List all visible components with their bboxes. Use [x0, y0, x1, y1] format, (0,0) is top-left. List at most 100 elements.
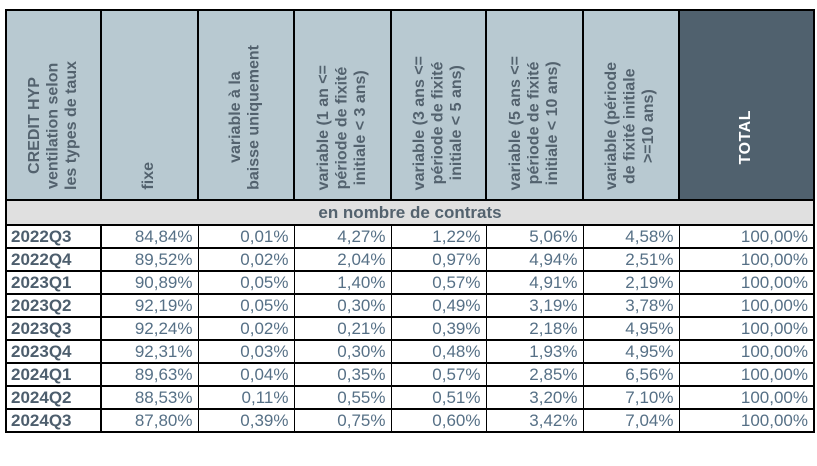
row-label: 2023Q3	[5, 316, 102, 341]
cell-fixe: 89,52%	[100, 247, 199, 272]
cell-variable-3-5: 0,57%	[390, 270, 487, 295]
cell-variable-5-10: 2,85%	[485, 362, 584, 387]
cell-variable-baisse: 0,05%	[197, 270, 295, 295]
cell-variable-5-10: 2,18%	[485, 316, 584, 341]
cell-variable-ge10: 7,04%	[582, 408, 680, 433]
cell-total: 100,00%	[678, 293, 815, 318]
header-row: CREDIT HYP ventilation selon les types d…	[5, 9, 815, 201]
cell-fixe: 92,24%	[100, 316, 199, 341]
cell-variable-1-3: 2,04%	[293, 247, 392, 272]
cell-fixe: 84,84%	[100, 224, 199, 249]
cell-variable-baisse: 0,11%	[197, 385, 295, 410]
cell-variable-1-3: 0,75%	[293, 408, 392, 433]
cell-fixe: 89,63%	[100, 362, 199, 387]
col-header-variable-baisse: variable à la baisse uniquement	[197, 9, 295, 201]
col-header-fixe: fixe	[100, 9, 199, 201]
cell-variable-baisse: 0,05%	[197, 293, 295, 318]
cell-variable-5-10: 4,91%	[485, 270, 584, 295]
cell-variable-3-5: 0,97%	[390, 247, 487, 272]
table-row: 2024Q2 88,53% 0,11% 0,55% 0,51% 3,20% 7,…	[5, 385, 815, 410]
cell-variable-5-10: 4,94%	[485, 247, 584, 272]
cell-variable-5-10: 3,42%	[485, 408, 584, 433]
cell-variable-3-5: 0,57%	[390, 362, 487, 387]
section-header: en nombre de contrats	[5, 199, 815, 226]
col-header-fixe-label: fixe	[140, 162, 158, 190]
cell-variable-1-3: 0,30%	[293, 293, 392, 318]
cell-variable-ge10: 7,10%	[582, 385, 680, 410]
cell-fixe: 88,53%	[100, 385, 199, 410]
cell-variable-baisse: 0,02%	[197, 316, 295, 341]
cell-variable-5-10: 5,06%	[485, 224, 584, 249]
cell-variable-3-5: 1,22%	[390, 224, 487, 249]
corner-header-label: CREDIT HYP ventilation selon les types d…	[25, 61, 80, 190]
cell-variable-ge10: 2,51%	[582, 247, 680, 272]
row-label: 2024Q3	[5, 408, 102, 433]
cell-variable-ge10: 4,58%	[582, 224, 680, 249]
cell-fixe: 92,19%	[100, 293, 199, 318]
col-header-variable-3-5-label: variable (3 ans <= période de fixité ini…	[410, 55, 465, 190]
cell-variable-3-5: 0,51%	[390, 385, 487, 410]
cell-variable-ge10: 4,95%	[582, 339, 680, 364]
col-header-variable-5-10: variable (5 ans <= période de fixité ini…	[485, 9, 584, 201]
row-label: 2022Q4	[5, 247, 102, 272]
cell-fixe: 92,31%	[100, 339, 199, 364]
col-header-total: TOTAL	[678, 9, 815, 201]
cell-variable-ge10: 2,19%	[582, 270, 680, 295]
col-header-variable-1-3: variable (1 an <= période de fixité init…	[293, 9, 392, 201]
cell-variable-baisse: 0,01%	[197, 224, 295, 249]
cell-variable-1-3: 4,27%	[293, 224, 392, 249]
cell-total: 100,00%	[678, 362, 815, 387]
table-row: 2022Q4 89,52% 0,02% 2,04% 0,97% 4,94% 2,…	[5, 247, 815, 272]
cell-total: 100,00%	[678, 408, 815, 433]
row-label: 2024Q1	[5, 362, 102, 387]
cell-fixe: 87,80%	[100, 408, 199, 433]
cell-variable-1-3: 0,55%	[293, 385, 392, 410]
col-header-variable-5-10-label: variable (5 ans <= période de fixité ini…	[506, 55, 561, 190]
cell-variable-3-5: 0,48%	[390, 339, 487, 364]
col-header-variable-3-5: variable (3 ans <= période de fixité ini…	[390, 9, 487, 201]
row-label: 2023Q4	[5, 339, 102, 364]
cell-fixe: 90,89%	[100, 270, 199, 295]
col-header-variable-ge10: variable (période de fixité initiale >=1…	[582, 9, 680, 201]
cell-variable-1-3: 0,35%	[293, 362, 392, 387]
section-row: en nombre de contrats	[5, 199, 815, 226]
table-row: 2023Q2 92,19% 0,05% 0,30% 0,49% 3,19% 3,…	[5, 293, 815, 318]
col-header-variable-baisse-label: variable à la baisse uniquement	[227, 45, 263, 190]
cell-total: 100,00%	[678, 247, 815, 272]
table-row: 2023Q3 92,24% 0,02% 0,21% 0,39% 2,18% 4,…	[5, 316, 815, 341]
cell-variable-1-3: 0,21%	[293, 316, 392, 341]
table-row: 2024Q1 89,63% 0,04% 0,35% 0,57% 2,85% 6,…	[5, 362, 815, 387]
credit-hyp-rate-type-table: CREDIT HYP ventilation selon les types d…	[5, 9, 815, 433]
col-header-variable-1-3-label: variable (1 an <= période de fixité init…	[314, 64, 369, 190]
cell-total: 100,00%	[678, 385, 815, 410]
cell-variable-ge10: 6,56%	[582, 362, 680, 387]
row-label: 2022Q3	[5, 224, 102, 249]
cell-total: 100,00%	[678, 339, 815, 364]
row-label: 2023Q1	[5, 270, 102, 295]
cell-variable-3-5: 0,60%	[390, 408, 487, 433]
table-row: 2023Q4 92,31% 0,03% 0,30% 0,48% 1,93% 4,…	[5, 339, 815, 364]
cell-variable-baisse: 0,03%	[197, 339, 295, 364]
cell-variable-baisse: 0,39%	[197, 408, 295, 433]
cell-variable-baisse: 0,02%	[197, 247, 295, 272]
col-header-variable-ge10-label: variable (période de fixité initiale >=1…	[603, 61, 658, 190]
cell-total: 100,00%	[678, 224, 815, 249]
row-label: 2023Q2	[5, 293, 102, 318]
cell-variable-baisse: 0,04%	[197, 362, 295, 387]
cell-variable-ge10: 3,78%	[582, 293, 680, 318]
cell-variable-ge10: 4,95%	[582, 316, 680, 341]
cell-total: 100,00%	[678, 270, 815, 295]
cell-variable-3-5: 0,49%	[390, 293, 487, 318]
cell-variable-1-3: 1,40%	[293, 270, 392, 295]
cell-variable-1-3: 0,30%	[293, 339, 392, 364]
cell-total: 100,00%	[678, 316, 815, 341]
table-row: 2023Q1 90,89% 0,05% 1,40% 0,57% 4,91% 2,…	[5, 270, 815, 295]
table-row: 2024Q3 87,80% 0,39% 0,75% 0,60% 3,42% 7,…	[5, 408, 815, 433]
cell-variable-5-10: 3,19%	[485, 293, 584, 318]
cell-variable-5-10: 1,93%	[485, 339, 584, 364]
table-row: 2022Q3 84,84% 0,01% 4,27% 1,22% 5,06% 4,…	[5, 224, 815, 249]
row-label: 2024Q2	[5, 385, 102, 410]
corner-header: CREDIT HYP ventilation selon les types d…	[5, 9, 102, 201]
cell-variable-3-5: 0,39%	[390, 316, 487, 341]
